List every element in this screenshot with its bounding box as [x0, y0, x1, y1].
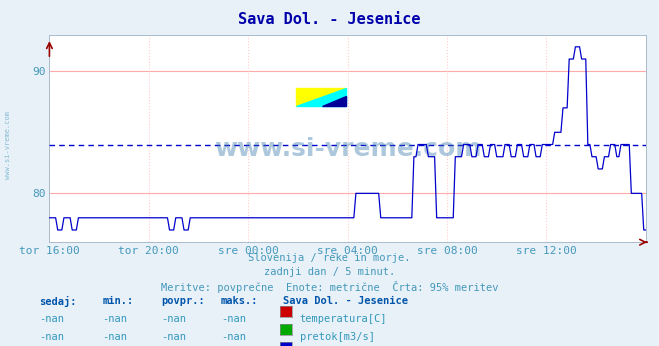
Text: Meritve: povprečne  Enote: metrične  Črta: 95% meritev: Meritve: povprečne Enote: metrične Črta:…: [161, 281, 498, 293]
Text: povpr.:: povpr.:: [161, 296, 205, 306]
Text: -nan: -nan: [40, 332, 65, 342]
Polygon shape: [296, 88, 346, 106]
Text: www.si-vreme.com: www.si-vreme.com: [5, 111, 11, 179]
Text: www.si-vreme.com: www.si-vreme.com: [214, 137, 481, 161]
Text: sedaj:: sedaj:: [40, 296, 77, 307]
Polygon shape: [322, 97, 346, 106]
Text: Slovenija / reke in morje.: Slovenija / reke in morje.: [248, 253, 411, 263]
Bar: [296, 88, 346, 106]
Text: Sava Dol. - Jesenice: Sava Dol. - Jesenice: [283, 296, 409, 306]
Text: -nan: -nan: [40, 314, 65, 324]
Polygon shape: [296, 88, 346, 106]
Text: min.:: min.:: [102, 296, 133, 306]
Text: -nan: -nan: [221, 314, 246, 324]
Text: Sava Dol. - Jesenice: Sava Dol. - Jesenice: [239, 12, 420, 27]
Text: maks.:: maks.:: [221, 296, 258, 306]
Text: temperatura[C]: temperatura[C]: [300, 314, 387, 324]
Text: pretok[m3/s]: pretok[m3/s]: [300, 332, 375, 342]
Text: -nan: -nan: [161, 314, 186, 324]
Text: -nan: -nan: [221, 332, 246, 342]
Text: -nan: -nan: [102, 314, 127, 324]
Text: -nan: -nan: [161, 332, 186, 342]
Text: -nan: -nan: [102, 332, 127, 342]
Text: zadnji dan / 5 minut.: zadnji dan / 5 minut.: [264, 267, 395, 277]
